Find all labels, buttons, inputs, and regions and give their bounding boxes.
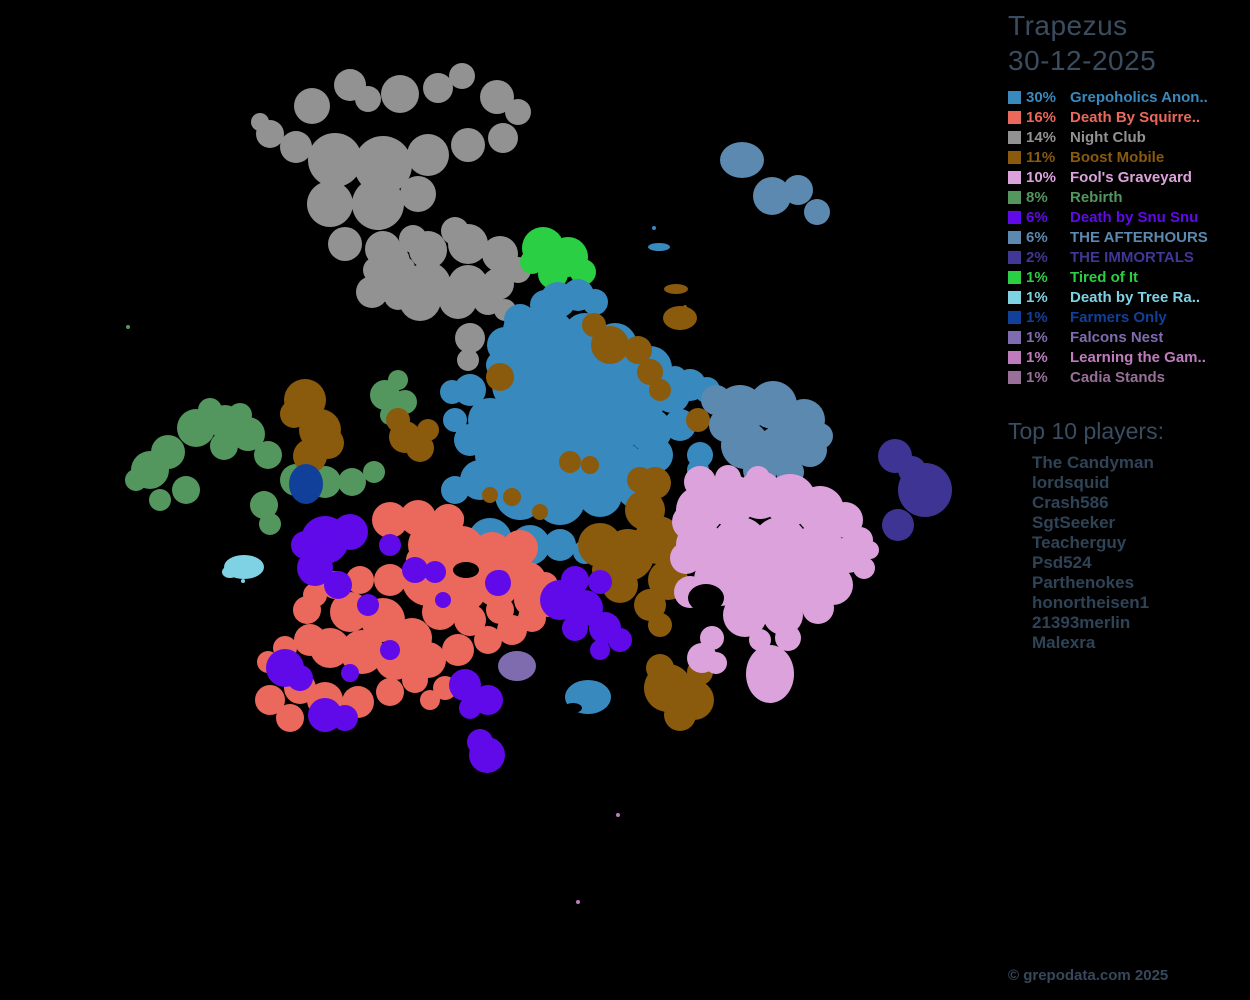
legend-percent: 1% xyxy=(1026,368,1048,386)
legend-color-swatch xyxy=(1008,210,1021,224)
legend-percent: 1% xyxy=(1026,308,1048,326)
legend-row-death-by-snu-snu: 6% Death by Snu Snu xyxy=(1008,207,1246,227)
legend-alliance-name: Death By Squirre.. xyxy=(1070,108,1201,126)
legend-alliance-name: Cadia Stands xyxy=(1070,368,1166,386)
map-date: 30-12-2025 xyxy=(1008,45,1157,76)
player-name: Malexra xyxy=(1032,633,1096,652)
alliance-legend: 30% Grepoholics Anon.. 16% Death By Squirre… xyxy=(1008,87,1246,387)
legend-alliance-name: Fool's Graveyard xyxy=(1070,168,1192,186)
territory-the-immortals xyxy=(878,439,952,541)
legend-row-night-club: 14% Night Club xyxy=(1008,127,1246,147)
legend-row-fool-s-graveyard: 10% Fool's Graveyard xyxy=(1008,167,1246,187)
world-map xyxy=(125,63,952,904)
legend-row-cadia-stands: 1% Cadia Stands xyxy=(1008,367,1246,387)
legend-alliance-name: Night Club xyxy=(1070,128,1146,146)
player-name: honortheisen1 xyxy=(1032,593,1150,612)
legend-row-boost-mobile: 11% Boost Mobile xyxy=(1008,147,1246,167)
legend-alliance-name: Boost Mobile xyxy=(1070,148,1165,166)
legend-color-swatch xyxy=(1008,270,1021,284)
territory-falcons-nest xyxy=(498,651,536,681)
map-canvas xyxy=(125,63,952,904)
legend-row-farmers-only: 1% Farmers Only xyxy=(1008,307,1246,327)
territory-boost-mobile xyxy=(280,284,714,731)
credit-footer: © grepodata.com 2025 xyxy=(1008,967,1169,984)
legend-percent: 8% xyxy=(1026,188,1048,206)
legend-alliance-name: THE AFTERHOURS xyxy=(1070,228,1208,246)
legend-color-swatch xyxy=(1008,250,1021,264)
player-name: The Candyman xyxy=(1032,453,1154,472)
world-title: Trapezus xyxy=(1008,10,1128,41)
legend-color-swatch xyxy=(1008,130,1021,144)
legend-alliance-name: Death by Snu Snu xyxy=(1070,208,1199,226)
legend-alliance-name: Grepoholics Anon.. xyxy=(1070,88,1208,106)
legend-percent: 6% xyxy=(1026,228,1048,246)
legend-percent: 2% xyxy=(1026,248,1048,266)
player-name: Crash586 xyxy=(1032,493,1109,512)
legend-color-swatch xyxy=(1008,90,1021,104)
legend-row-falcons-nest: 1% Falcons Nest xyxy=(1008,327,1246,347)
player-name: 21393merlin xyxy=(1032,613,1131,632)
legend-row-death-by-squirre: 16% Death By Squirre.. xyxy=(1008,107,1246,127)
legend-alliance-name: Death by Tree Ra.. xyxy=(1070,288,1201,306)
top-players-heading: Top 10 players: xyxy=(1008,418,1164,444)
legend-alliance-name: Farmers Only xyxy=(1070,308,1167,326)
legend-alliance-name: Learning the Gam.. xyxy=(1070,348,1206,366)
player-name: lordsquid xyxy=(1032,473,1110,492)
legend-row-learning-the-gam: 1% Learning the Gam.. xyxy=(1008,347,1246,367)
legend-percent: 16% xyxy=(1026,108,1057,126)
legend-color-swatch xyxy=(1008,350,1021,364)
legend-percent: 14% xyxy=(1026,128,1057,146)
player-name: SgtSeeker xyxy=(1032,513,1116,532)
legend-percent: 11% xyxy=(1026,148,1056,166)
player-name: Parthenokes xyxy=(1032,573,1135,592)
legend-color-swatch xyxy=(1008,150,1021,164)
legend-row-the-immortals: 2% THE IMMORTALS xyxy=(1008,247,1246,267)
player-name: Teacherguy xyxy=(1032,533,1127,552)
territory-the-afterhours xyxy=(701,142,833,487)
legend-color-swatch xyxy=(1008,230,1021,244)
map-gap xyxy=(453,562,724,713)
legend-color-swatch xyxy=(1008,170,1021,184)
legend-color-swatch xyxy=(1008,290,1021,304)
legend-row-rebirth: 8% Rebirth xyxy=(1008,187,1246,207)
legend-row-death-by-tree-ra: 1% Death by Tree Ra.. xyxy=(1008,287,1246,307)
territory-night-club xyxy=(251,63,531,371)
territory-fool-s-graveyard xyxy=(670,465,879,703)
legend-color-swatch xyxy=(1008,190,1021,204)
legend-color-swatch xyxy=(1008,110,1021,124)
sidebar-panel: Trapezus 30-12-2025 30% Grepoholics Anon.… xyxy=(1008,8,1246,653)
legend-alliance-name: Rebirth xyxy=(1070,188,1123,206)
legend-alliance-name: Falcons Nest xyxy=(1070,328,1164,346)
legend-percent: 1% xyxy=(1026,268,1048,286)
legend-alliance-name: Tired of It xyxy=(1070,268,1139,286)
legend-percent: 1% xyxy=(1026,328,1048,346)
territory-learning-the-gam xyxy=(576,813,620,904)
legend-percent: 30% xyxy=(1026,88,1057,106)
territory-death-by-tree-ra xyxy=(222,555,264,583)
legend-alliance-name: THE IMMORTALS xyxy=(1070,248,1194,266)
legend-row-tired-of-it: 1% Tired of It xyxy=(1008,267,1246,287)
top-players-list: The Candyman lordsquid Crash586 SgtSeeker Te… xyxy=(1008,453,1246,653)
legend-color-swatch xyxy=(1008,310,1021,324)
territory-death-by-snu-snu xyxy=(266,514,632,773)
legend-percent: 6% xyxy=(1026,208,1048,226)
territory-farmers-only xyxy=(289,464,323,504)
territory-rebirth xyxy=(125,325,417,535)
legend-row-grepoholics-anon: 30% Grepoholics Anon.. xyxy=(1008,87,1246,107)
legend-row-the-afterhours: 6% THE AFTERHOURS xyxy=(1008,227,1246,247)
territory-tired-of-it xyxy=(520,227,596,289)
legend-color-swatch xyxy=(1008,330,1021,344)
legend-percent: 10% xyxy=(1026,168,1057,186)
legend-percent: 1% xyxy=(1026,288,1048,306)
legend-color-swatch xyxy=(1008,370,1021,384)
player-name: Psd524 xyxy=(1032,553,1092,572)
legend-percent: 1% xyxy=(1026,348,1048,366)
